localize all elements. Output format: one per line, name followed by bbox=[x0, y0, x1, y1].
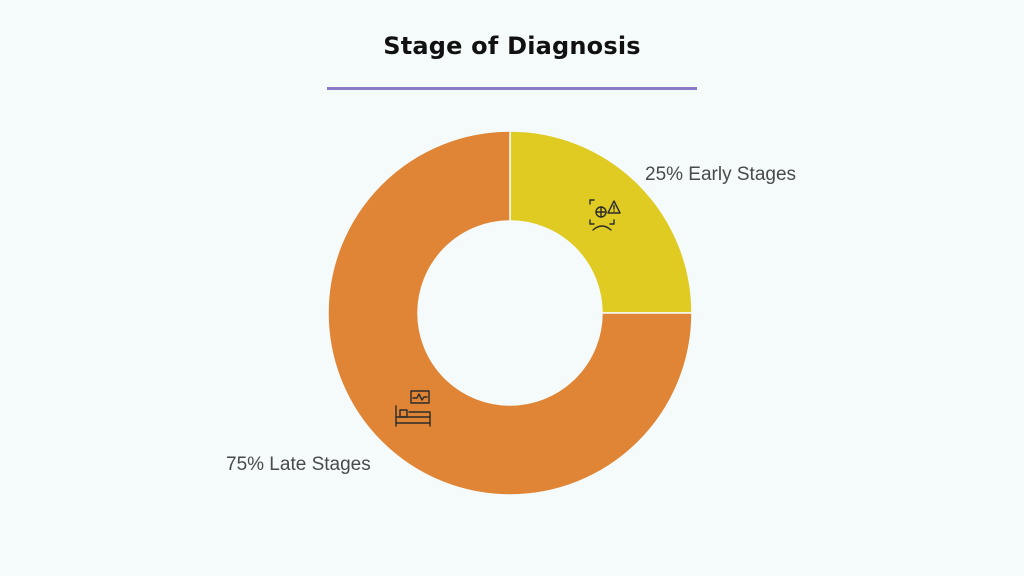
hospital-bed-monitor-icon bbox=[395, 390, 431, 427]
slice-labels: 25% Early Stages 75% Late Stages bbox=[226, 164, 796, 475]
title-underline bbox=[327, 87, 697, 90]
slice-early-stages bbox=[509, 130, 693, 314]
medical-scan-warning-icon bbox=[589, 199, 621, 231]
slice-late-stages bbox=[327, 130, 693, 496]
slice-label-early-stages: 25% Early Stages bbox=[645, 164, 796, 185]
chart-title: Stage of Diagnosis bbox=[383, 32, 641, 60]
slice-label-late-stages: 75% Late Stages bbox=[226, 454, 371, 475]
donut-slices bbox=[327, 130, 693, 496]
